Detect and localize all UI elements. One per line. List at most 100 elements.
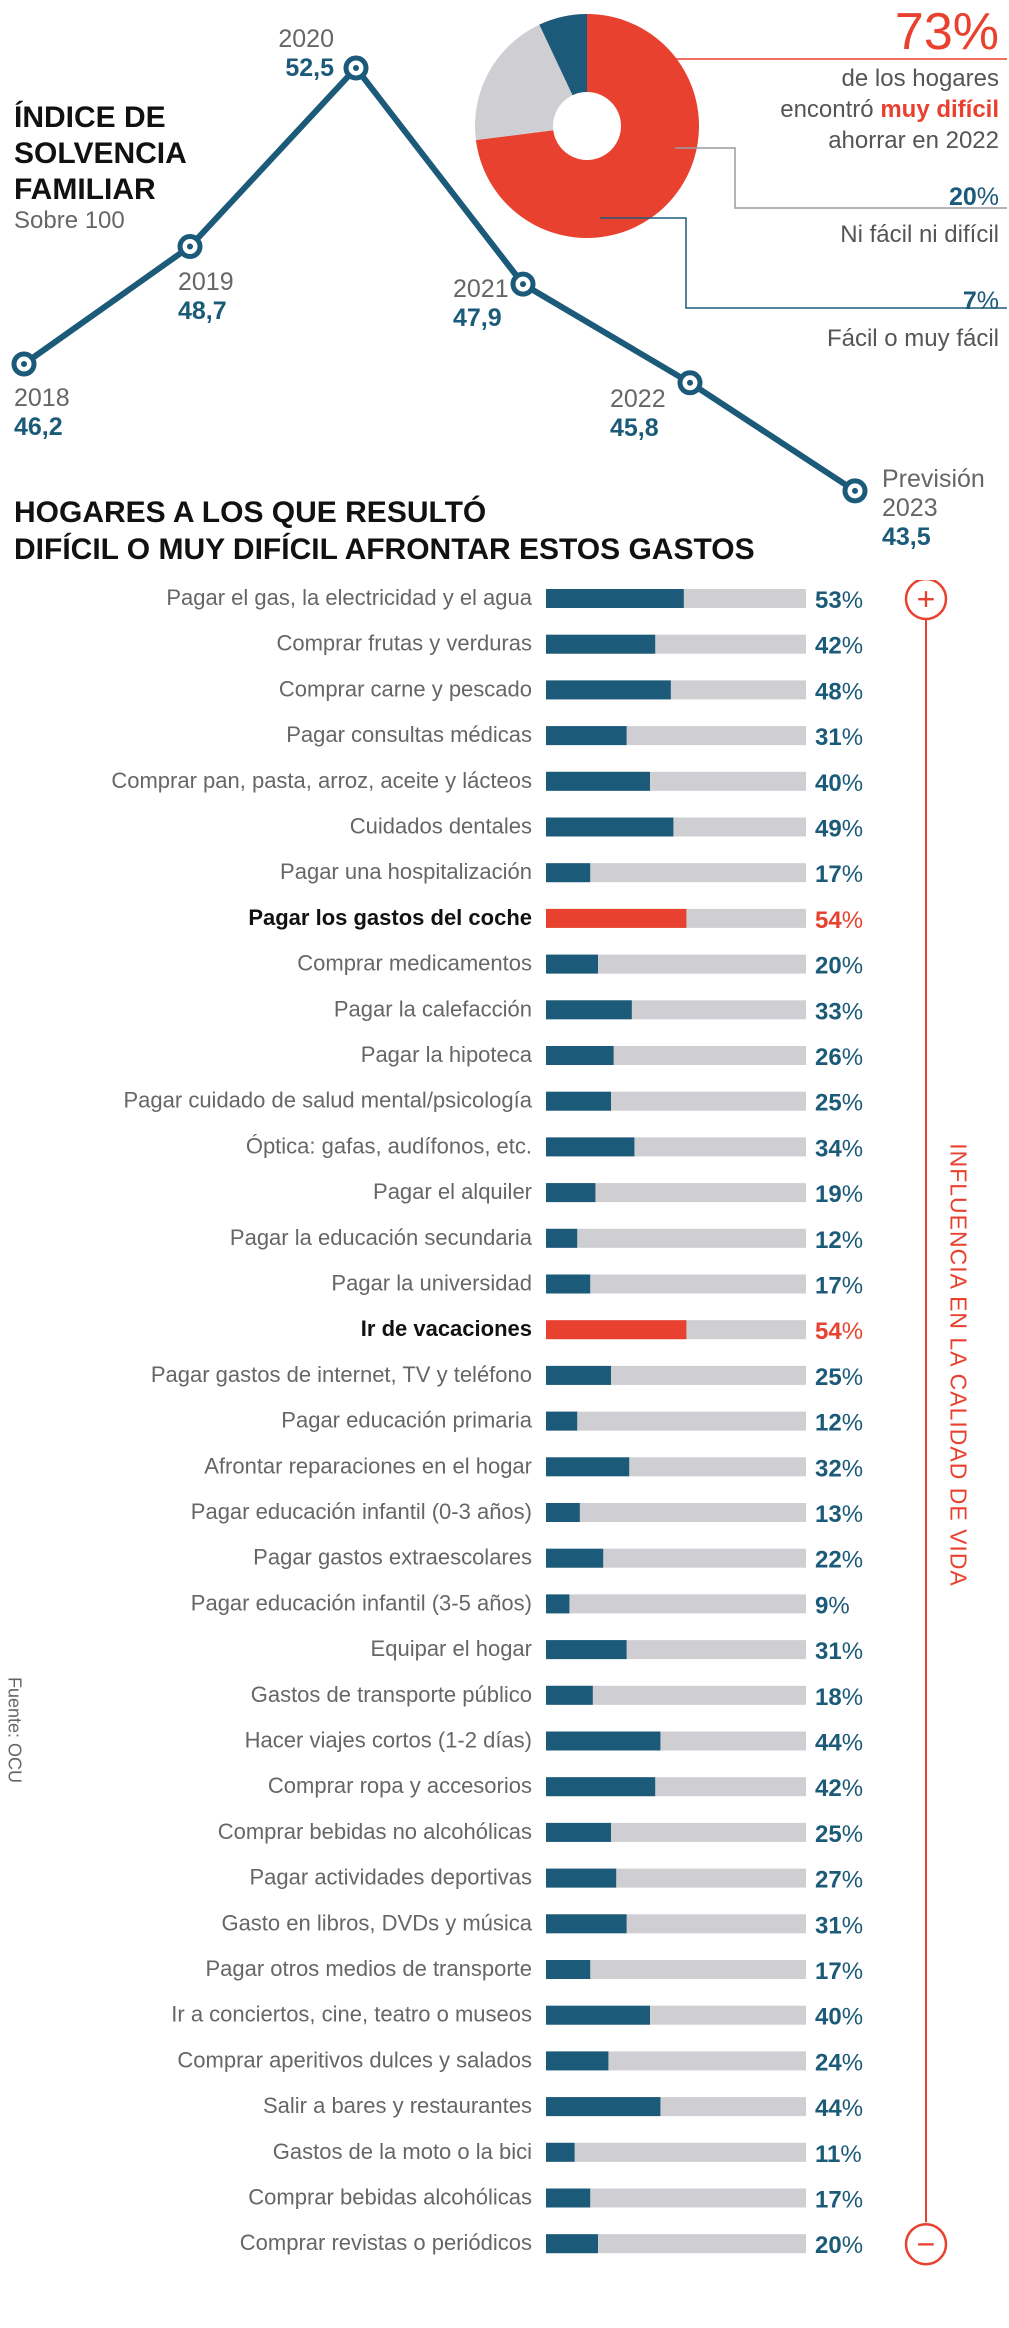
bar-row: Comprar ropa y accesorios 42% [268,1773,863,1802]
bar-chart-title-line: DIFÍCIL O MUY DIFÍCIL AFRONTAR ESTOS GAS… [14,533,755,566]
bar-value-label: 17% [815,861,863,888]
bar-track [546,1960,806,1979]
bar-value [546,680,671,700]
bar-chart: Pagar el gas, la electricidad y el agua 5… [111,580,948,2266]
bar-track [546,1594,806,1614]
bar-label: Comprar carne y pescado [279,676,532,701]
pct-sign: % [976,183,999,211]
bar-value [546,726,627,746]
pie-chart [475,14,1007,309]
pie-main-text-line: ahorrar en 2022 [828,127,999,154]
bar-row: Pagar gastos de internet, TV y teléfono 2… [151,1362,863,1391]
bar-value-label: 25% [815,1821,863,1848]
bar-label: Afrontar reparaciones en el hogar [204,1453,532,1478]
bar-row: Pagar los gastos del coche 54% [248,905,863,934]
bar-value-label: 12% [815,1410,863,1437]
bar-value-label: 34% [815,1135,863,1162]
bar-label: Gasto en libros, DVDs y música [221,1910,532,1935]
bar-row: Pagar cuidado de salud mental/psicología… [124,1088,864,1117]
bar-label: Cuidados dentales [350,814,532,839]
minus-circle-icon [904,2222,948,2266]
year-label: 2023 [882,494,938,522]
bar-value-label: 54% [815,1318,863,1345]
bar-row: Afrontar reparaciones en el hogar 32% [204,1453,863,1482]
pie-neutral-label: Ni fácil ni difícil [840,221,999,248]
bar-row: Óptica: gafas, audífonos, etc. 34% [246,1133,863,1162]
bar-value [546,863,591,883]
bar-value [546,1594,570,1614]
bar-row: Pagar la educación secundaria 12% [230,1225,863,1254]
pie-main-highlight: muy difícil [880,96,999,123]
line-chart-title-line: ÍNDICE DE [14,101,166,134]
leader-line-easy [600,217,1007,309]
line-chart-subtitle: Sobre 100 [14,207,125,234]
line-chart [11,55,868,504]
bar-row: Pagar educación infantil (0-3 años) 13% [191,1499,863,1528]
value-label: 45,8 [610,414,659,442]
bar-value [546,1137,635,1157]
year-label: 2021 [453,275,509,303]
bar-value [546,1183,596,1203]
bar-row: Hacer viajes cortos (1-2 días) 44% [245,1728,863,1757]
bar-value-label: 53% [815,587,863,614]
bar-row: Pagar otros medios de transporte 17% [205,1956,863,1985]
bar-value [546,2234,598,2254]
bar-row: Pagar la calefacción 33% [334,996,863,1025]
bar-value [546,1046,614,1065]
bar-label: Gastos de la moto o la bici [273,2139,532,2164]
bar-row: Pagar consultas médicas 31% [286,722,863,751]
point-label-2020: 2020 52,5 [278,25,334,83]
bar-value-label: 17% [815,1958,863,1985]
line-chart-title-line: SOLVENCIA [14,137,187,170]
point-label-2022: 2022 45,8 [610,385,666,443]
leader-line-neutral [675,147,1007,209]
bar-track [546,1503,806,1522]
bar-row: Comprar aperitivos dulces y salados 24% [177,2047,863,2076]
bar-value [546,2142,575,2162]
bar-label: Pagar cuidado de salud mental/psicología [124,1088,533,1113]
bar-value [546,1822,611,1842]
point-label-2019: 2019 48,7 [178,268,234,326]
bar-label: Pagar el alquiler [373,1179,532,1204]
bar-row: Cuidados dentales 49% [350,814,863,843]
bar-value-label: 40% [815,770,863,797]
pie-main-text-part: encontró [780,96,881,123]
bar-value [546,1228,578,1248]
bar-chart-title-line: HOGARES A LOS QUE RESULTÓ [14,496,487,529]
bar-value-label: 12% [815,1227,863,1254]
bar-value [546,1777,656,1797]
bar-track [546,863,806,883]
pie-main-text-line: de los hogares [841,65,999,92]
bar-row: Comprar bebidas no alcohólicas 25% [218,1819,863,1848]
bar-value [546,817,674,837]
bar-value [546,2005,650,2025]
year-label: Previsión [882,465,985,493]
bar-track [546,2234,806,2254]
bar-value [546,2097,661,2117]
pie-neutral-value: 20% [840,182,999,213]
point-label-2023: Previsión 2023 43,5 [882,465,985,552]
line-point-center [353,65,359,71]
bar-value-label: 13% [815,1501,863,1528]
bar-label: Comprar medicamentos [297,951,532,976]
bar-value-label: 31% [815,1638,863,1665]
bar-value [546,589,684,608]
bar-value-label: 40% [815,2004,863,2031]
line-point-center [21,361,27,367]
bar-track [546,1548,806,1568]
bar-value [546,1868,617,1888]
pie-main-text-line: encontró muy difícil [780,94,999,125]
bar-value [546,1960,591,1979]
bar-value [546,634,656,654]
line-point-center [520,281,526,288]
bar-label: Pagar consultas médicas [286,722,532,747]
bar-value-label: 22% [815,1547,863,1574]
bar-label: Comprar pan, pasta, arroz, aceite y láct… [111,768,532,793]
line-point-center [852,487,858,494]
plus-sign: + [917,581,936,617]
bar-chart-title: HOGARES A LOS QUE RESULTÓ DIFÍCIL O MUY … [14,494,755,568]
bar-value-label: 24% [815,2049,863,2076]
value-label: 43,5 [882,523,931,551]
bar-label: Pagar el gas, la electricidad y el agua [166,585,532,610]
pct-sign: % [976,287,999,315]
